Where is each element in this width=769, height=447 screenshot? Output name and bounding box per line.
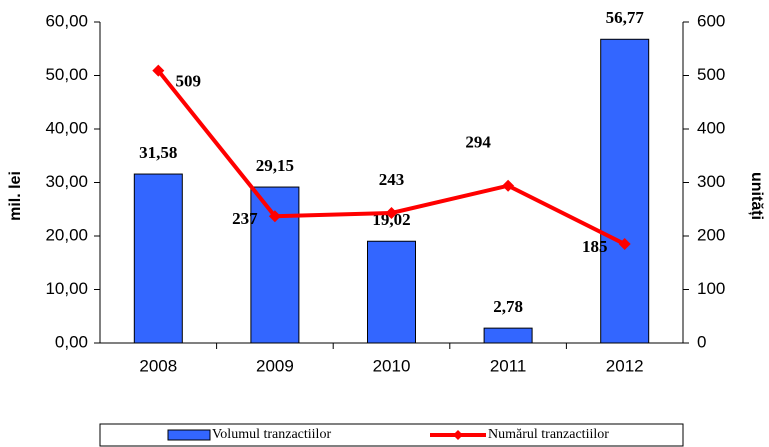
y-tick-label: 40,00: [45, 118, 88, 137]
y2-axis-label: unități: [748, 172, 765, 220]
y-tick-label: 60,00: [45, 11, 88, 30]
y-tick-label: 30,00: [45, 172, 88, 191]
y2-tick-label: 400: [697, 118, 725, 137]
y2-tick-label: 500: [697, 65, 725, 84]
y-axis-label: mil. lei: [7, 171, 24, 221]
line-value-label: 185: [582, 237, 608, 256]
y-tick-label: 20,00: [45, 225, 88, 244]
bar-value-label: 2,78: [493, 297, 523, 316]
bar: [483, 327, 533, 344]
x-tick-label: 2010: [373, 356, 411, 375]
line-marker: [385, 206, 398, 219]
y2-tick-label: 200: [697, 225, 725, 244]
legend-box: [99, 423, 684, 447]
x-tick-label: 2009: [256, 356, 294, 375]
y2-tick-label: 100: [697, 279, 725, 298]
y2-tick-label: 0: [697, 332, 706, 351]
bar: [133, 173, 183, 344]
bar-value-label: 56,77: [606, 8, 645, 27]
line-marker: [152, 64, 165, 77]
y-tick-label: 0,00: [55, 332, 88, 351]
legend-label: Numărul tranzactiilor: [488, 427, 609, 442]
bar: [367, 240, 416, 344]
line-value-label: 509: [176, 72, 202, 91]
y-tick-label: 10,00: [45, 279, 88, 298]
x-tick-label: 2012: [606, 356, 644, 375]
bar: [600, 38, 650, 344]
line-marker: [618, 238, 631, 251]
line-marker: [268, 210, 281, 223]
line-value-label: 243: [379, 170, 405, 189]
y2-tick-label: 600: [697, 11, 725, 30]
line-marker: [502, 179, 515, 192]
x-tick-label: 2011: [490, 356, 527, 375]
bar-value-label: 31,58: [139, 143, 177, 162]
legend-swatch: [167, 429, 211, 441]
line-value-label: 237: [232, 209, 258, 228]
y-tick-label: 50,00: [45, 65, 88, 84]
bar-value-label: 29,15: [256, 156, 294, 175]
legend-label: Volumul tranzactiilor: [212, 427, 331, 442]
legend-marker: [453, 430, 463, 440]
x-tick-label: 2008: [139, 356, 177, 375]
y2-tick-label: 300: [697, 172, 725, 191]
line-value-label: 294: [465, 133, 491, 152]
